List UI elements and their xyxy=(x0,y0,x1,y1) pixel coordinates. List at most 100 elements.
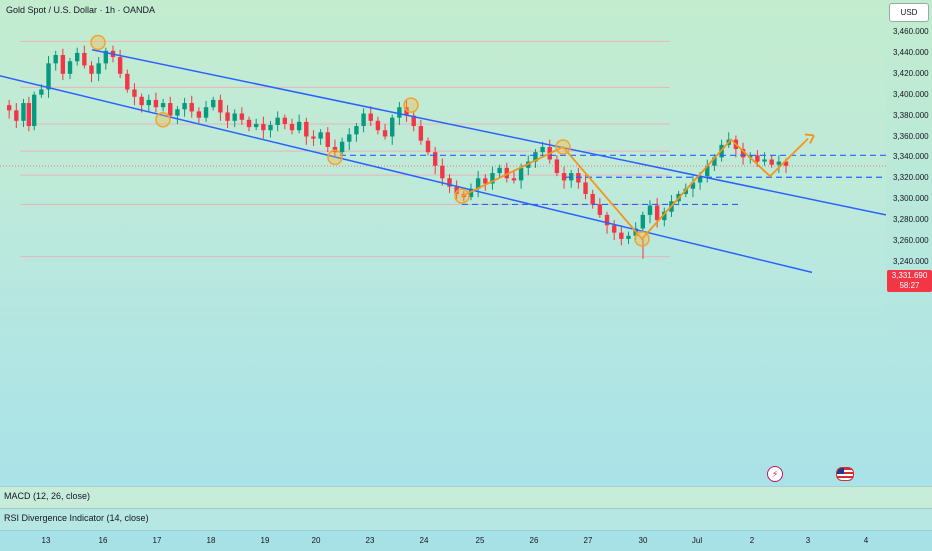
candle-body xyxy=(282,117,288,124)
pivot-circle-marker xyxy=(90,34,106,51)
candle-body xyxy=(626,235,631,239)
candle-body xyxy=(390,117,395,137)
price-tick-label: 3,260.000 xyxy=(893,236,929,245)
macd-pane[interactable]: MACD (12, 26, close) xyxy=(0,486,932,509)
candle-body xyxy=(46,63,51,90)
candle-body xyxy=(483,178,488,184)
price-tick-label: 3,400.000 xyxy=(893,89,929,99)
date-tick-label: 20 xyxy=(311,536,321,545)
candle-body xyxy=(211,99,216,108)
candle-body xyxy=(311,136,316,139)
candle-body xyxy=(125,73,130,90)
price-tick-label: 3,280.000 xyxy=(893,215,929,225)
projection-arrowhead xyxy=(804,133,815,144)
candle-body xyxy=(783,161,789,166)
channel-lower-line xyxy=(0,75,813,274)
candle-body xyxy=(705,165,710,177)
date-tick-label: 24 xyxy=(419,536,429,545)
us-flag-icon[interactable] xyxy=(836,467,854,481)
price-tick-label: 3,460.000 xyxy=(893,27,929,36)
candle-body xyxy=(60,54,66,74)
candle-body xyxy=(203,107,209,118)
candle-body xyxy=(776,161,782,165)
candle-body xyxy=(232,113,237,121)
date-tick-label: 25 xyxy=(475,536,485,545)
candle-body xyxy=(275,117,280,126)
candle-body xyxy=(246,119,252,128)
date-tick-label: 17 xyxy=(152,536,162,545)
candle-body xyxy=(160,103,166,108)
candle-body xyxy=(611,225,617,233)
candle-body xyxy=(325,132,330,147)
price-tick-label: 3,320.000 xyxy=(893,173,929,183)
candle-body xyxy=(662,211,667,221)
price-chart xyxy=(0,34,886,274)
candle-body xyxy=(454,186,459,194)
candle-body xyxy=(468,188,474,198)
price-tick-label: 3,340.000 xyxy=(893,152,929,162)
candle-body xyxy=(590,193,595,205)
date-tick-label: 19 xyxy=(260,536,270,545)
candle-body xyxy=(368,113,373,121)
flash-icon[interactable]: ⚡ xyxy=(767,466,783,482)
date-tick-label: 3 xyxy=(805,536,811,545)
time-axis[interactable]: 13 16 17 18 19 20 23 24 25 26 27 30 Jul 2 3 4 xyxy=(0,530,932,551)
candle-body xyxy=(411,115,416,127)
candle-body xyxy=(289,123,295,131)
rsi-pane[interactable]: RSI Divergence Indicator (14, close) xyxy=(0,508,932,531)
candle-body xyxy=(518,167,524,181)
candle-body xyxy=(89,65,94,74)
date-tick-label: 26 xyxy=(529,536,539,545)
chart-area[interactable]: Gold Spot / U.S. Dollar · 1h · OANDA ⚡ xyxy=(0,0,886,486)
candle-body xyxy=(748,155,753,158)
candle-body xyxy=(697,176,703,183)
candle-body xyxy=(497,167,502,174)
candle-body xyxy=(504,167,509,179)
currency-button[interactable]: USD xyxy=(889,3,929,22)
bar-countdown: 58:27 xyxy=(899,281,920,290)
candle-body xyxy=(53,54,58,64)
candle-body xyxy=(583,182,588,194)
candle-body xyxy=(375,120,381,131)
candle-body xyxy=(712,157,717,166)
candle-body xyxy=(647,205,653,215)
price-scale[interactable] xyxy=(886,0,932,486)
date-tick-label: 4 xyxy=(863,536,869,545)
candle-body xyxy=(168,103,173,116)
candle-body xyxy=(21,103,26,121)
date-tick-label: 30 xyxy=(638,536,648,545)
candle-body xyxy=(26,103,32,127)
candle-body xyxy=(196,111,202,118)
candle-body xyxy=(354,126,359,135)
rsi-label: RSI Divergence Indicator (14, close) xyxy=(4,513,149,523)
candle-body xyxy=(540,146,545,153)
candle-body xyxy=(82,52,87,66)
candle-body xyxy=(440,165,445,179)
candle-body xyxy=(103,50,109,64)
candle-body xyxy=(261,123,266,131)
candle-body xyxy=(74,52,80,62)
candle-body xyxy=(755,155,760,162)
candle-body xyxy=(418,126,424,141)
candle-body xyxy=(182,103,187,110)
candle-body xyxy=(39,89,44,95)
candle-body xyxy=(604,214,610,226)
pivot-circle-marker xyxy=(327,149,343,166)
price-tick-label: 3,240.000 xyxy=(893,256,929,266)
candle-body xyxy=(225,112,230,121)
candle-body xyxy=(239,113,245,120)
candle-body xyxy=(218,99,223,113)
candle-body xyxy=(654,205,660,221)
candle-body xyxy=(6,105,12,111)
candle-body xyxy=(32,94,37,127)
candle-body xyxy=(597,204,603,215)
candle-body xyxy=(561,173,567,181)
price-tick-label: 3,360.000 xyxy=(893,131,929,141)
candle-body xyxy=(769,159,774,165)
candle-body xyxy=(304,121,309,137)
candle-body xyxy=(318,132,323,139)
candle-body xyxy=(490,173,495,184)
date-tick-label: Jul xyxy=(691,536,703,545)
date-tick-label: 27 xyxy=(583,536,593,545)
candle-body xyxy=(690,182,696,189)
